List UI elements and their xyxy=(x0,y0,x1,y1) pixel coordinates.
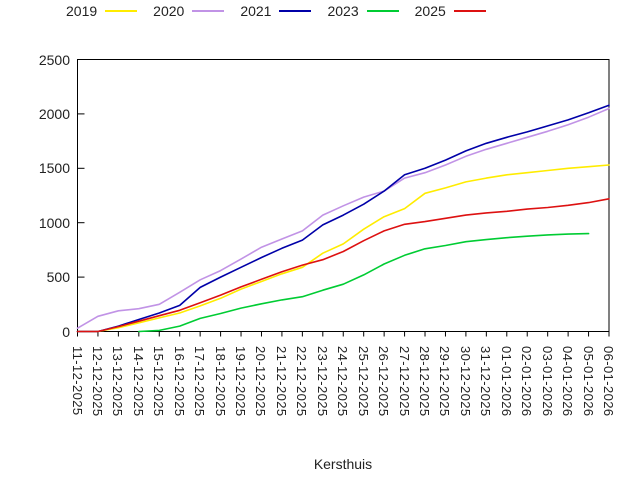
x-tick-label: 15-12-2025 xyxy=(151,346,167,417)
legend-line-sample xyxy=(366,10,399,12)
legend-item: 2020 xyxy=(153,3,225,19)
x-tick-label: 25-12-2025 xyxy=(355,346,371,417)
x-tick-label: 06-01-2026 xyxy=(601,346,616,417)
x-tick-label: 14-12-2025 xyxy=(130,346,146,417)
legend-line-sample xyxy=(192,10,225,12)
y-tick-label: 2000 xyxy=(38,105,70,122)
x-tick-label: 12-12-2025 xyxy=(89,346,105,417)
y-tick-label: 0 xyxy=(62,323,70,340)
x-tick-label: 19-12-2025 xyxy=(233,346,249,417)
x-tick-label: 30-12-2025 xyxy=(457,346,473,417)
x-tick-label: 26-12-2025 xyxy=(376,346,392,417)
legend-item: 2023 xyxy=(327,3,399,19)
x-tick-label: 13-12-2025 xyxy=(110,346,126,417)
legend-item: 2021 xyxy=(240,3,312,19)
legend-item: 2025 xyxy=(415,3,486,19)
legend-label: 2025 xyxy=(414,3,446,19)
legend-label: 2019 xyxy=(66,3,98,19)
x-tick-label: 20-12-2025 xyxy=(253,346,269,417)
legend-label: 2023 xyxy=(327,3,359,19)
legend-line-sample xyxy=(279,10,312,12)
x-tick-label: 11-12-2025 xyxy=(69,346,85,416)
legend-label: 2020 xyxy=(153,3,185,19)
y-tick-label: 2500 xyxy=(38,51,70,68)
legend-label: 2021 xyxy=(240,3,272,19)
x-tick-label: 23-12-2025 xyxy=(314,346,330,417)
y-tick-label: 1000 xyxy=(38,214,70,231)
x-tick-label: 04-01-2026 xyxy=(560,346,576,417)
y-tick-label: 500 xyxy=(46,269,70,286)
x-tick-label: 28-12-2025 xyxy=(417,346,433,417)
y-tick-label: 1500 xyxy=(38,160,70,177)
x-tick-label: 29-12-2025 xyxy=(437,346,453,417)
x-tick-label: 31-12-2025 xyxy=(478,346,494,417)
legend-line-sample xyxy=(105,10,138,12)
chart-legend: 2019 2020 2021 2023 2025 xyxy=(66,2,502,20)
x-tick-label: 21-12-2025 xyxy=(273,346,289,417)
x-tick-label: 17-12-2025 xyxy=(192,346,208,417)
x-tick-label: 03-01-2026 xyxy=(539,346,555,417)
legend-line-sample xyxy=(453,10,486,12)
x-tick-label: 05-01-2026 xyxy=(580,346,596,417)
x-tick-label: 24-12-2025 xyxy=(335,346,351,417)
x-tick-label: 22-12-2025 xyxy=(294,346,310,417)
legend-item: 2019 xyxy=(66,3,138,19)
x-tick-label: 01-01-2026 xyxy=(498,346,514,417)
x-tick-label: 16-12-2025 xyxy=(171,346,187,417)
x-tick-label: 18-12-2025 xyxy=(212,346,228,417)
x-tick-label: 27-12-2025 xyxy=(396,346,412,417)
x-tick-label: 02-01-2026 xyxy=(519,346,535,417)
x-axis-title: Kersthuis xyxy=(313,456,373,472)
